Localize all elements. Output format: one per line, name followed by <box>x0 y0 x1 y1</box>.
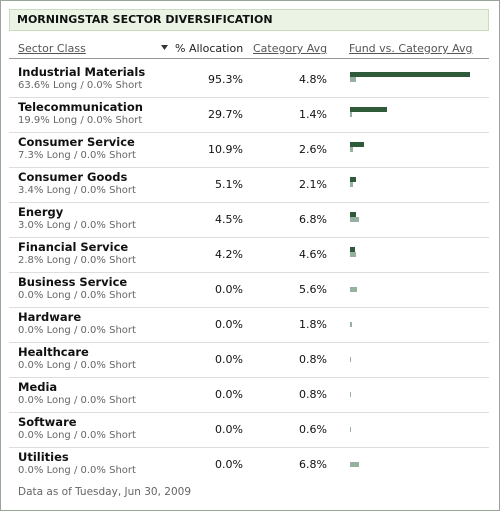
sector-detail: 0.0% Long / 0.0% Short <box>18 360 136 371</box>
column-header[interactable]: % Allocation <box>175 42 244 55</box>
title: MORNINGSTAR SECTOR DIVERSIFICATION <box>9 9 489 31</box>
sector-detail: 0.0% Long / 0.0% Short <box>18 395 136 406</box>
sector-name: Industrial Materials <box>18 65 146 79</box>
sector-detail: 0.0% Long / 0.0% Short <box>18 325 136 336</box>
column-header[interactable]: Category Avg <box>253 42 328 55</box>
category-avg: 2.1% <box>299 178 327 191</box>
fund-bar <box>350 247 356 252</box>
category-avg: 0.8% <box>299 353 327 366</box>
category-bar <box>350 462 359 467</box>
category-bar <box>350 322 353 327</box>
fund-bar <box>350 107 388 112</box>
sector-name: Consumer Service <box>18 135 135 149</box>
fund-bar <box>350 72 471 77</box>
allocation: 4.5% <box>215 213 243 226</box>
allocation: 4.2% <box>215 248 243 261</box>
category-bar <box>350 112 352 117</box>
sector-name: Media <box>18 380 58 394</box>
category-bar <box>350 217 359 222</box>
sector-detail: 0.0% Long / 0.0% Short <box>18 290 136 301</box>
sector-detail: 2.8% Long / 0.0% Short <box>18 255 136 266</box>
sector-name: Telecommunication <box>18 100 143 114</box>
sector-detail: 0.0% Long / 0.0% Short <box>18 465 136 476</box>
sector-detail: 63.6% Long / 0.0% Short <box>18 80 143 91</box>
category-avg: 1.8% <box>299 318 327 331</box>
fund-bar <box>350 177 357 182</box>
category-avg: 6.8% <box>299 458 327 471</box>
allocation: 10.9% <box>208 143 243 156</box>
category-avg: 6.8% <box>299 213 327 226</box>
fund-bar <box>350 142 364 147</box>
sector-name: Software <box>18 415 77 429</box>
row-divider <box>9 237 489 238</box>
row-divider <box>9 412 489 413</box>
divider <box>9 58 489 59</box>
category-avg: 1.4% <box>299 108 327 121</box>
category-avg: 2.6% <box>299 143 327 156</box>
category-avg: 0.8% <box>299 388 327 401</box>
allocation: 0.0% <box>215 423 243 436</box>
column-header[interactable]: Sector Class <box>18 42 86 55</box>
allocation: 0.0% <box>215 458 243 471</box>
allocation: 0.0% <box>215 388 243 401</box>
row-divider <box>9 307 489 308</box>
category-bar <box>350 392 351 397</box>
category-avg: 4.8% <box>299 73 327 86</box>
category-avg: 0.6% <box>299 423 327 436</box>
row-divider <box>9 447 489 448</box>
sector-name: Consumer Goods <box>18 170 128 184</box>
category-bar <box>350 77 357 82</box>
sector-detail: 3.4% Long / 0.0% Short <box>18 185 136 196</box>
row-divider <box>9 97 489 98</box>
sort-arrow <box>161 45 168 50</box>
allocation: 5.1% <box>215 178 243 191</box>
category-avg: 5.6% <box>299 283 327 296</box>
sector-name: Hardware <box>18 310 82 324</box>
sector-name: Financial Service <box>18 240 129 254</box>
category-bar <box>350 357 351 362</box>
sector-detail: 3.0% Long / 0.0% Short <box>18 220 136 231</box>
row-divider <box>9 202 489 203</box>
sector-name: Business Service <box>18 275 128 289</box>
row-divider <box>9 167 489 168</box>
footer: Data as of Tuesday, Jun 30, 2009 <box>18 486 192 498</box>
sector-name: Healthcare <box>18 345 89 359</box>
category-bar <box>350 182 353 187</box>
row-divider <box>9 377 489 378</box>
row-divider <box>9 272 489 273</box>
allocation: 0.0% <box>215 283 243 296</box>
sector-detail: 19.9% Long / 0.0% Short <box>18 115 143 126</box>
category-bar <box>350 252 356 257</box>
allocation: 0.0% <box>215 318 243 331</box>
allocation: 29.7% <box>208 108 243 121</box>
sector-name: Energy <box>18 205 64 219</box>
row-divider <box>9 132 489 133</box>
allocation: 95.3% <box>208 73 243 86</box>
category-bar <box>350 147 354 152</box>
column-header[interactable]: Fund vs. Category Avg <box>349 42 473 55</box>
row-divider <box>9 342 489 343</box>
sector-name: Utilities <box>18 450 69 464</box>
sector-detail: 0.0% Long / 0.0% Short <box>18 430 136 441</box>
sector-detail: 7.3% Long / 0.0% Short <box>18 150 136 161</box>
allocation: 0.0% <box>215 353 243 366</box>
category-avg: 4.6% <box>299 248 327 261</box>
fund-bar <box>350 212 356 217</box>
category-bar <box>350 427 351 432</box>
category-bar <box>350 287 358 292</box>
